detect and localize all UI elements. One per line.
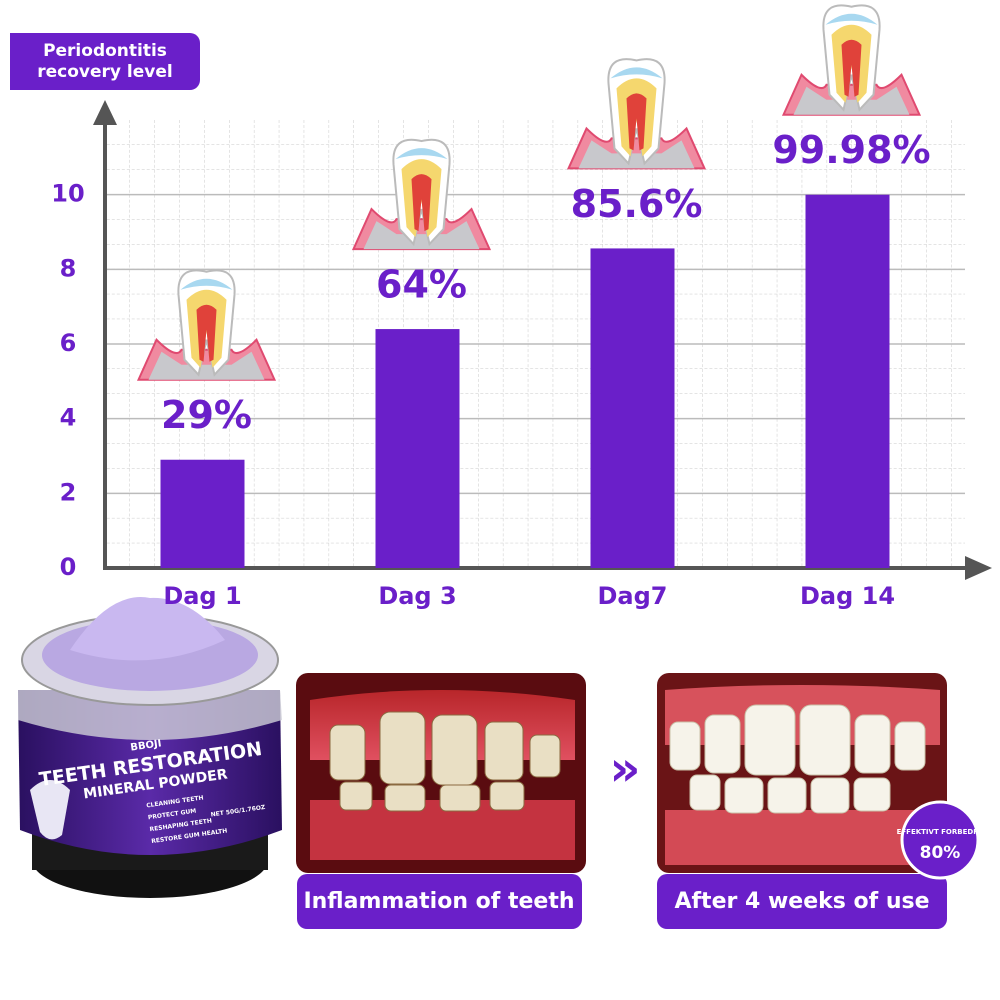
tooth-icon xyxy=(566,58,707,170)
y-tick-label: 6 xyxy=(60,329,77,357)
jar-brand: BBOJI xyxy=(130,738,162,753)
bone xyxy=(578,140,695,169)
x-tick-label: Dag 1 xyxy=(163,582,241,610)
after-photo xyxy=(657,673,947,873)
tooth-icon xyxy=(136,269,277,381)
tooth-icon xyxy=(351,138,492,251)
y-arrow xyxy=(93,100,117,125)
bar xyxy=(375,329,460,568)
badge xyxy=(900,800,980,880)
y-tick-label: 8 xyxy=(60,254,77,282)
enamel xyxy=(610,67,663,79)
x-arrow xyxy=(965,556,992,580)
bone xyxy=(793,86,910,115)
x-tick-label: Dag 3 xyxy=(378,582,456,610)
pulp xyxy=(626,93,647,151)
pulp xyxy=(841,39,862,97)
bone xyxy=(363,221,480,250)
value-label: 64% xyxy=(376,263,467,307)
tooth-icon xyxy=(781,4,922,116)
enamel xyxy=(825,13,878,25)
value-label: 85.6% xyxy=(571,182,703,226)
bone xyxy=(148,351,265,380)
product-jar: BBOJI TEETH RESTORATION MINERAL POWDER C… xyxy=(18,597,282,898)
pulp xyxy=(411,174,432,232)
bar xyxy=(590,248,675,568)
before-caption: Inflammation of teeth xyxy=(303,889,574,914)
pulp xyxy=(196,304,217,362)
caption-box xyxy=(297,874,582,929)
before-photo xyxy=(296,673,586,873)
bar xyxy=(160,459,245,568)
value-label: 29% xyxy=(161,393,252,437)
badge-text: EFFEKTIVT FORBEDRE xyxy=(897,828,984,836)
enamel xyxy=(395,148,448,160)
bar xyxy=(805,194,890,568)
enamel xyxy=(180,278,233,290)
arrow-icon: » xyxy=(609,741,640,797)
x-tick-label: Dag7 xyxy=(598,582,668,610)
y-tick-label: 0 xyxy=(60,553,77,581)
y-tick-label: 2 xyxy=(60,478,77,506)
y-tick-label: 4 xyxy=(60,404,77,432)
y-tick-label: 10 xyxy=(51,180,84,208)
caption-box xyxy=(657,874,947,929)
badge-value: 80% xyxy=(920,843,961,863)
y-axis-title: Periodontitis recovery level xyxy=(10,33,200,90)
after-caption: After 4 weeks of use xyxy=(674,889,929,914)
value-label: 99.98% xyxy=(772,128,930,172)
x-tick-label: Dag 14 xyxy=(800,582,895,610)
